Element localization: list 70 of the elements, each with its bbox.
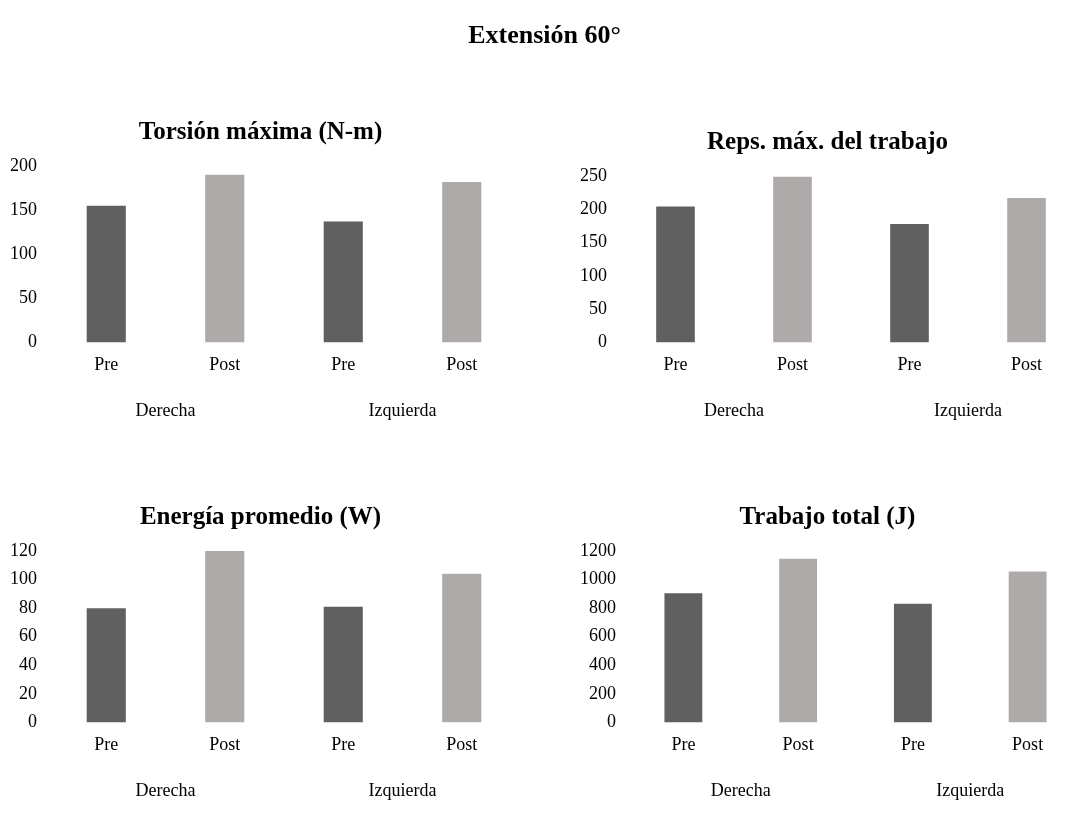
x-tick-label: Post bbox=[209, 733, 241, 754]
text: Extensión 60° bbox=[467, 20, 622, 50]
bar bbox=[323, 221, 363, 343]
text: Izquierda bbox=[936, 779, 1005, 800]
text: Izquierda bbox=[368, 779, 437, 800]
bar bbox=[664, 593, 703, 723]
x-tick-label: Pre bbox=[671, 733, 696, 754]
y-tick-label: 40 bbox=[19, 654, 37, 674]
text: Derecha bbox=[710, 779, 771, 800]
text: Izquierda bbox=[368, 399, 437, 420]
y-tick-label: 250 bbox=[580, 164, 607, 185]
bar bbox=[205, 551, 245, 723]
y-tick-label: 50 bbox=[19, 287, 37, 308]
x-tick-label: Post bbox=[782, 733, 814, 754]
x-tick-label: Pre bbox=[331, 733, 356, 754]
chart-title: Trabajo total (J) bbox=[739, 502, 916, 531]
x-tick-label: Post bbox=[776, 353, 809, 374]
x-tick-label: Pre bbox=[94, 733, 119, 754]
text: Izquierda bbox=[934, 399, 1002, 420]
chart-title: Torsión máxima (N-m) bbox=[138, 117, 383, 146]
x-tick-label: Post bbox=[209, 353, 241, 374]
y-tick-label: 80 bbox=[19, 596, 37, 617]
y-tick-label: 100 bbox=[580, 264, 607, 285]
x-tick-label: Pre bbox=[900, 733, 925, 754]
y-tick-label: 150 bbox=[580, 231, 607, 252]
y-tick-label: 60 bbox=[19, 625, 37, 646]
x-tick-label: Pre bbox=[897, 353, 922, 374]
text: Derecha bbox=[135, 779, 196, 800]
x-tick-label: Pre bbox=[331, 353, 356, 374]
y-tick-label: 400 bbox=[589, 654, 616, 674]
x-tick-label: Post bbox=[446, 733, 478, 754]
y-tick-label: 800 bbox=[589, 596, 616, 617]
y-tick-label: 120 bbox=[10, 539, 37, 560]
chart-title: Reps. máx. del trabajo bbox=[707, 127, 948, 155]
bar bbox=[1007, 197, 1046, 343]
y-tick-label: 50 bbox=[589, 297, 607, 318]
bar bbox=[442, 181, 482, 343]
y-tick-label: 0 bbox=[598, 331, 607, 352]
y-tick-label: 100 bbox=[10, 568, 37, 589]
bar bbox=[893, 603, 932, 723]
y-tick-label: 20 bbox=[19, 682, 37, 703]
y-tick-label: 1200 bbox=[580, 539, 616, 560]
bar bbox=[890, 223, 929, 343]
y-tick-label: 600 bbox=[589, 625, 616, 646]
text: Derecha bbox=[704, 399, 764, 420]
y-tick-label: 0 bbox=[28, 331, 37, 352]
x-tick-label: Post bbox=[1010, 353, 1043, 374]
y-tick-label: 200 bbox=[10, 154, 37, 175]
y-tick-label: 0 bbox=[28, 711, 37, 732]
x-tick-label: Post bbox=[1012, 733, 1044, 754]
y-tick-label: 200 bbox=[580, 198, 607, 219]
y-tick-label: 200 bbox=[589, 682, 616, 703]
bar bbox=[323, 606, 363, 723]
y-tick-label: 1000 bbox=[580, 568, 616, 589]
bar bbox=[205, 174, 245, 343]
x-tick-label: Pre bbox=[94, 353, 119, 374]
bar bbox=[442, 573, 482, 723]
bar bbox=[779, 558, 818, 723]
bar bbox=[1008, 571, 1047, 723]
bar bbox=[656, 206, 695, 343]
bar bbox=[86, 205, 126, 343]
x-tick-label: Pre bbox=[663, 353, 688, 374]
y-tick-label: 100 bbox=[10, 242, 37, 263]
chart-title: Energía promedio (W) bbox=[139, 502, 382, 531]
x-tick-label: Post bbox=[446, 353, 478, 374]
y-tick-label: 150 bbox=[10, 198, 37, 219]
text: Derecha bbox=[135, 399, 196, 420]
bar bbox=[86, 608, 126, 723]
y-tick-label: 0 bbox=[607, 711, 616, 732]
bar bbox=[773, 176, 812, 343]
